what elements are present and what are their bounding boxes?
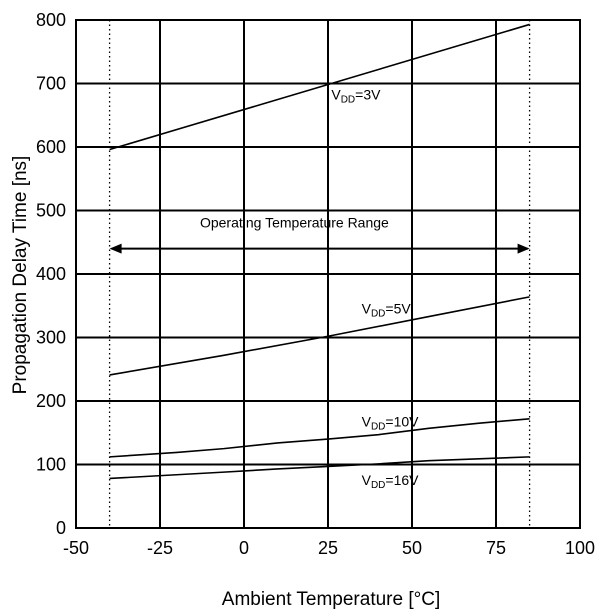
y-tick-label: 0 — [56, 518, 66, 538]
series-line — [109, 23, 530, 151]
series-label: VDD=3V — [331, 86, 381, 105]
y-tick-label: 100 — [36, 455, 66, 475]
grid — [75, 19, 581, 529]
y-tick-label: 500 — [36, 201, 66, 221]
y-tick-label: 700 — [36, 74, 66, 94]
y-tick-label: 800 — [36, 10, 66, 30]
x-tick-label: 25 — [318, 538, 338, 558]
series-line — [109, 296, 530, 376]
range-arrow-head-right — [517, 243, 530, 254]
x-tick-label: -50 — [63, 538, 89, 558]
series-label: VDD=5V — [362, 300, 412, 319]
y-tick-label: 300 — [36, 328, 66, 348]
series-labels: VDD=3V VDD=5V VDD=10V VDD=16V — [331, 86, 419, 490]
x-tick-label: 0 — [239, 538, 249, 558]
x-tick-label: 75 — [486, 538, 506, 558]
series-line — [109, 417, 530, 458]
series-line — [109, 456, 530, 480]
range-label: Operating Temperature Range — [200, 215, 389, 231]
plot-frame — [75, 19, 581, 529]
x-tick-label: 100 — [565, 538, 595, 558]
x-tick-label: -25 — [147, 538, 173, 558]
series-lines — [109, 23, 530, 480]
tick-labels: -50 -25 0 25 50 75 100 0 100 200 300 400 500 600 700 80… — [36, 10, 595, 558]
series-label: VDD=10V — [362, 413, 420, 432]
series-label: VDD=16V — [362, 472, 420, 491]
x-axis-title: Ambient Temperature [°C] — [222, 589, 440, 610]
x-tick-label: 50 — [402, 538, 422, 558]
range-arrow-head-left — [109, 243, 122, 254]
y-tick-label: 600 — [36, 137, 66, 157]
operating-range: Operating Temperature Range — [109, 215, 530, 254]
y-axis-title: Propagation Delay Time [ns] — [10, 156, 31, 395]
y-tick-label: 200 — [36, 391, 66, 411]
y-tick-label: 400 — [36, 264, 66, 284]
